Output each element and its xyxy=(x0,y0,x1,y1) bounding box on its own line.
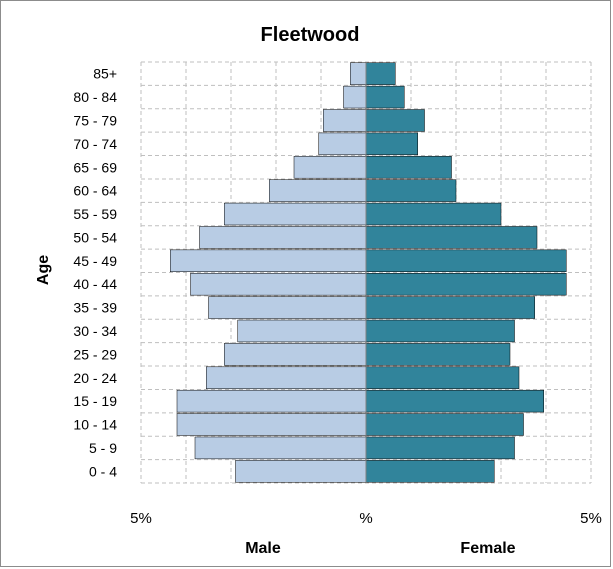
age-tick-label: 35 - 39 xyxy=(73,300,117,316)
female-bar xyxy=(365,319,515,343)
male-bar xyxy=(194,436,367,460)
female-bar xyxy=(365,226,538,249)
female-bar xyxy=(365,460,495,483)
female-bar xyxy=(365,249,567,273)
age-tick-label: 40 - 44 xyxy=(73,276,117,292)
female-bar xyxy=(365,202,502,226)
female-bar xyxy=(365,389,544,413)
x-tick-right: 5% xyxy=(580,510,602,527)
age-tick-label: 60 - 64 xyxy=(73,183,117,199)
x-axis-title-female: Female xyxy=(460,540,515,557)
age-tick-label: 25 - 29 xyxy=(73,346,117,362)
male-bar xyxy=(170,249,367,273)
male-bar xyxy=(237,319,367,343)
age-tick-label: 20 - 24 xyxy=(73,370,117,386)
age-tick-label: 65 - 69 xyxy=(73,159,117,175)
female-bars xyxy=(365,62,567,483)
chart-title: Fleetwood xyxy=(261,24,360,46)
male-bar xyxy=(224,202,367,226)
female-bar xyxy=(365,436,515,460)
male-bar xyxy=(190,273,367,296)
male-bar xyxy=(235,460,367,483)
male-bar xyxy=(206,366,367,389)
y-axis-title: Age xyxy=(35,255,52,285)
age-tick-label: 80 - 84 xyxy=(73,89,117,105)
male-bar xyxy=(323,109,367,132)
age-tick-label: 5 - 9 xyxy=(89,440,117,456)
age-tick-label: 30 - 34 xyxy=(73,323,117,339)
female-bar xyxy=(365,109,425,132)
age-tick-label: 10 - 14 xyxy=(73,417,117,433)
age-tick-label: 15 - 19 xyxy=(73,393,117,409)
male-bar xyxy=(199,226,367,249)
male-bar xyxy=(176,389,367,413)
x-tick-center: % xyxy=(359,510,372,527)
male-bar xyxy=(208,296,367,319)
x-axis-title-male: Male xyxy=(245,540,281,557)
male-bar xyxy=(224,343,367,366)
male-bars xyxy=(170,62,367,483)
age-tick-label: 55 - 59 xyxy=(73,206,117,222)
female-bar xyxy=(365,85,405,109)
female-bar xyxy=(365,62,396,85)
female-bar xyxy=(365,132,418,156)
age-tick-label: 85+ xyxy=(93,66,117,82)
male-bar xyxy=(176,413,367,436)
age-tick-label: 50 - 54 xyxy=(73,229,117,245)
age-tick-label: 0 - 4 xyxy=(89,463,117,479)
female-bar xyxy=(365,156,452,179)
male-bar xyxy=(350,62,367,85)
age-tick-label: 75 - 79 xyxy=(73,112,117,128)
female-bar xyxy=(365,366,520,389)
age-tick-labels: 0 - 4 5 - 9 10 - 14 15 - 19 20 - 24 25 - 29 30… xyxy=(73,66,117,480)
x-tick-left: 5% xyxy=(130,510,152,527)
male-bar xyxy=(318,132,367,156)
male-bar xyxy=(269,179,367,202)
female-bar xyxy=(365,343,511,366)
male-bar xyxy=(343,85,367,109)
female-bar xyxy=(365,296,535,319)
female-bar xyxy=(365,273,567,296)
male-bar xyxy=(293,156,367,179)
female-bar xyxy=(365,179,457,202)
age-tick-label: 70 - 74 xyxy=(73,136,117,152)
age-tick-label: 45 - 49 xyxy=(73,253,117,269)
female-bar xyxy=(365,413,524,436)
